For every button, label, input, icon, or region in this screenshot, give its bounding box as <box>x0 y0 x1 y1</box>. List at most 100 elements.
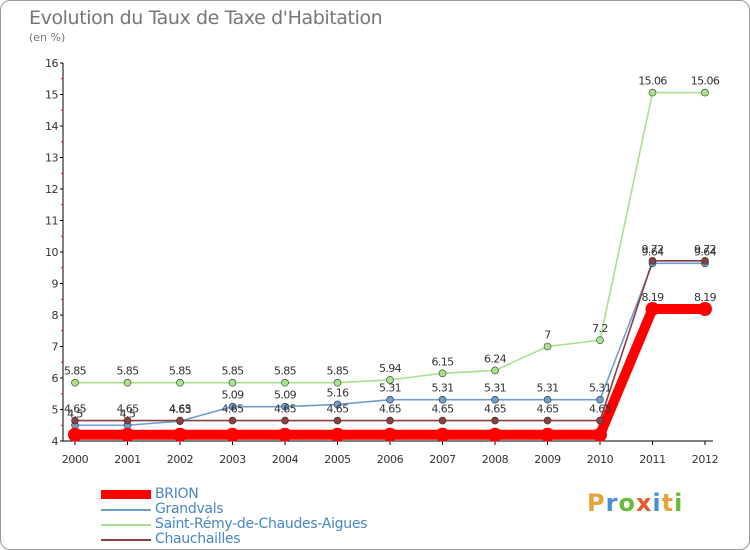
data-point <box>596 416 604 425</box>
data-point <box>438 416 447 425</box>
x-tick-label: 2011 <box>639 453 665 466</box>
data-point <box>701 257 709 265</box>
data-label: 5.31 <box>589 382 611 395</box>
x-tick-label: 2002 <box>167 453 193 466</box>
data-label: 5.85 <box>116 365 139 378</box>
data-label: 4.65 <box>116 403 139 416</box>
y-tick-label: 4 <box>52 435 59 448</box>
data-point <box>593 427 607 442</box>
legend-swatch-brion <box>101 490 151 499</box>
data-label: 5.09 <box>274 389 297 402</box>
data-label: 4.65 <box>589 403 612 416</box>
y-tick-label: 16 <box>45 57 58 70</box>
legend: BRION Grandvals Saint-Rémy-de-Chaudes-Ai… <box>101 486 431 547</box>
legend-item-grandvals: Grandvals <box>101 501 431 517</box>
data-label: 9.64 <box>694 245 717 258</box>
y-tick-label: 7 <box>52 341 59 354</box>
logo-letter: r <box>605 489 619 517</box>
data-label: 5.31 <box>431 382 453 395</box>
data-label: 4.65 <box>326 403 349 416</box>
y-tick-label: 10 <box>45 246 58 259</box>
data-point <box>123 378 132 387</box>
data-point <box>225 427 240 442</box>
y-tick-label: 12 <box>45 183 58 196</box>
series-labels: 8.19 8.19 4.5 4.5 4.63 5.09 5.09 5.16 5.31 5.31 5.… <box>64 75 720 421</box>
data-label: 7 <box>544 329 551 342</box>
logo-letter: P <box>587 489 606 517</box>
logo-letter: t <box>661 489 675 517</box>
x-tick-label: 2007 <box>429 453 456 466</box>
data-point <box>383 427 397 442</box>
data-label: 4.65 <box>379 403 402 416</box>
data-label: 5.94 <box>379 362 402 375</box>
data-point <box>543 395 552 404</box>
data-label: 4.65 <box>169 403 192 416</box>
data-point <box>228 378 237 387</box>
logo-letter: x <box>635 489 653 517</box>
data-label: 5.85 <box>64 365 87 378</box>
data-label: 5.31 <box>484 382 506 395</box>
data-label: 6.15 <box>431 355 454 368</box>
data-point <box>281 378 289 387</box>
x-tick-label: 2006 <box>377 453 404 466</box>
data-point <box>176 416 184 425</box>
y-tick-label: 8 <box>52 309 59 322</box>
x-tick-label: 2012 <box>692 453 718 466</box>
x-tick-label: 2001 <box>114 453 140 466</box>
data-label: 9.72 <box>641 243 663 256</box>
y-tick-label: 14 <box>45 120 58 133</box>
data-label: 5.85 <box>169 365 192 378</box>
data-point <box>596 336 604 345</box>
y-tick-label: 15 <box>45 89 58 102</box>
logo-letter: o <box>618 489 636 517</box>
logo-letter: i <box>652 489 662 517</box>
data-point <box>540 427 555 442</box>
data-point <box>488 427 502 442</box>
data-point <box>333 378 342 387</box>
data-point <box>491 366 499 375</box>
data-label: 9.64 <box>641 245 664 258</box>
data-point <box>228 416 237 425</box>
data-label: 7.2 <box>592 322 608 335</box>
data-label: 5.31 <box>536 382 558 395</box>
data-point <box>435 427 450 442</box>
y-tick-label: 13 <box>45 152 58 165</box>
series-line-2 <box>74 91 706 384</box>
data-point <box>648 88 657 97</box>
data-label: 4.65 <box>484 403 507 416</box>
data-label: 8.19 <box>694 291 717 304</box>
data-point <box>386 376 394 384</box>
data-point <box>278 427 292 442</box>
data-point <box>68 427 82 442</box>
data-point <box>386 395 394 404</box>
data-label: 5.16 <box>326 386 349 399</box>
data-point <box>645 302 660 317</box>
x-tick-label: 2004 <box>272 453 299 466</box>
legend-item-brion: BRION <box>101 486 431 502</box>
data-label: 9.72 <box>694 243 716 256</box>
data-label: 4.5 <box>120 407 136 420</box>
data-point <box>543 342 552 351</box>
legend-item-saint-remy: Saint-Rémy-de-Chaudes-Aigues <box>101 516 431 532</box>
data-point <box>698 302 712 317</box>
data-point <box>648 257 657 265</box>
data-point <box>333 416 342 425</box>
x-tick-label: 2003 <box>219 453 246 466</box>
legend-swatch-saint-remy <box>101 524 151 526</box>
data-label: 5.85 <box>326 365 349 378</box>
data-point <box>173 427 187 442</box>
data-point <box>120 427 135 442</box>
data-label: 6.24 <box>484 352 507 365</box>
x-tick-label: 2000 <box>62 453 89 466</box>
data-point <box>491 416 499 425</box>
data-point <box>701 88 709 97</box>
data-label: 4.65 <box>274 403 297 416</box>
y-tick-label: 9 <box>52 278 59 291</box>
chart-unit-label: (en %) <box>29 31 66 44</box>
data-point <box>176 378 184 387</box>
data-label: 4.65 <box>221 403 244 416</box>
data-point <box>281 402 289 411</box>
x-tick-label: 2009 <box>534 453 561 466</box>
data-label: 4.5 <box>67 407 83 420</box>
